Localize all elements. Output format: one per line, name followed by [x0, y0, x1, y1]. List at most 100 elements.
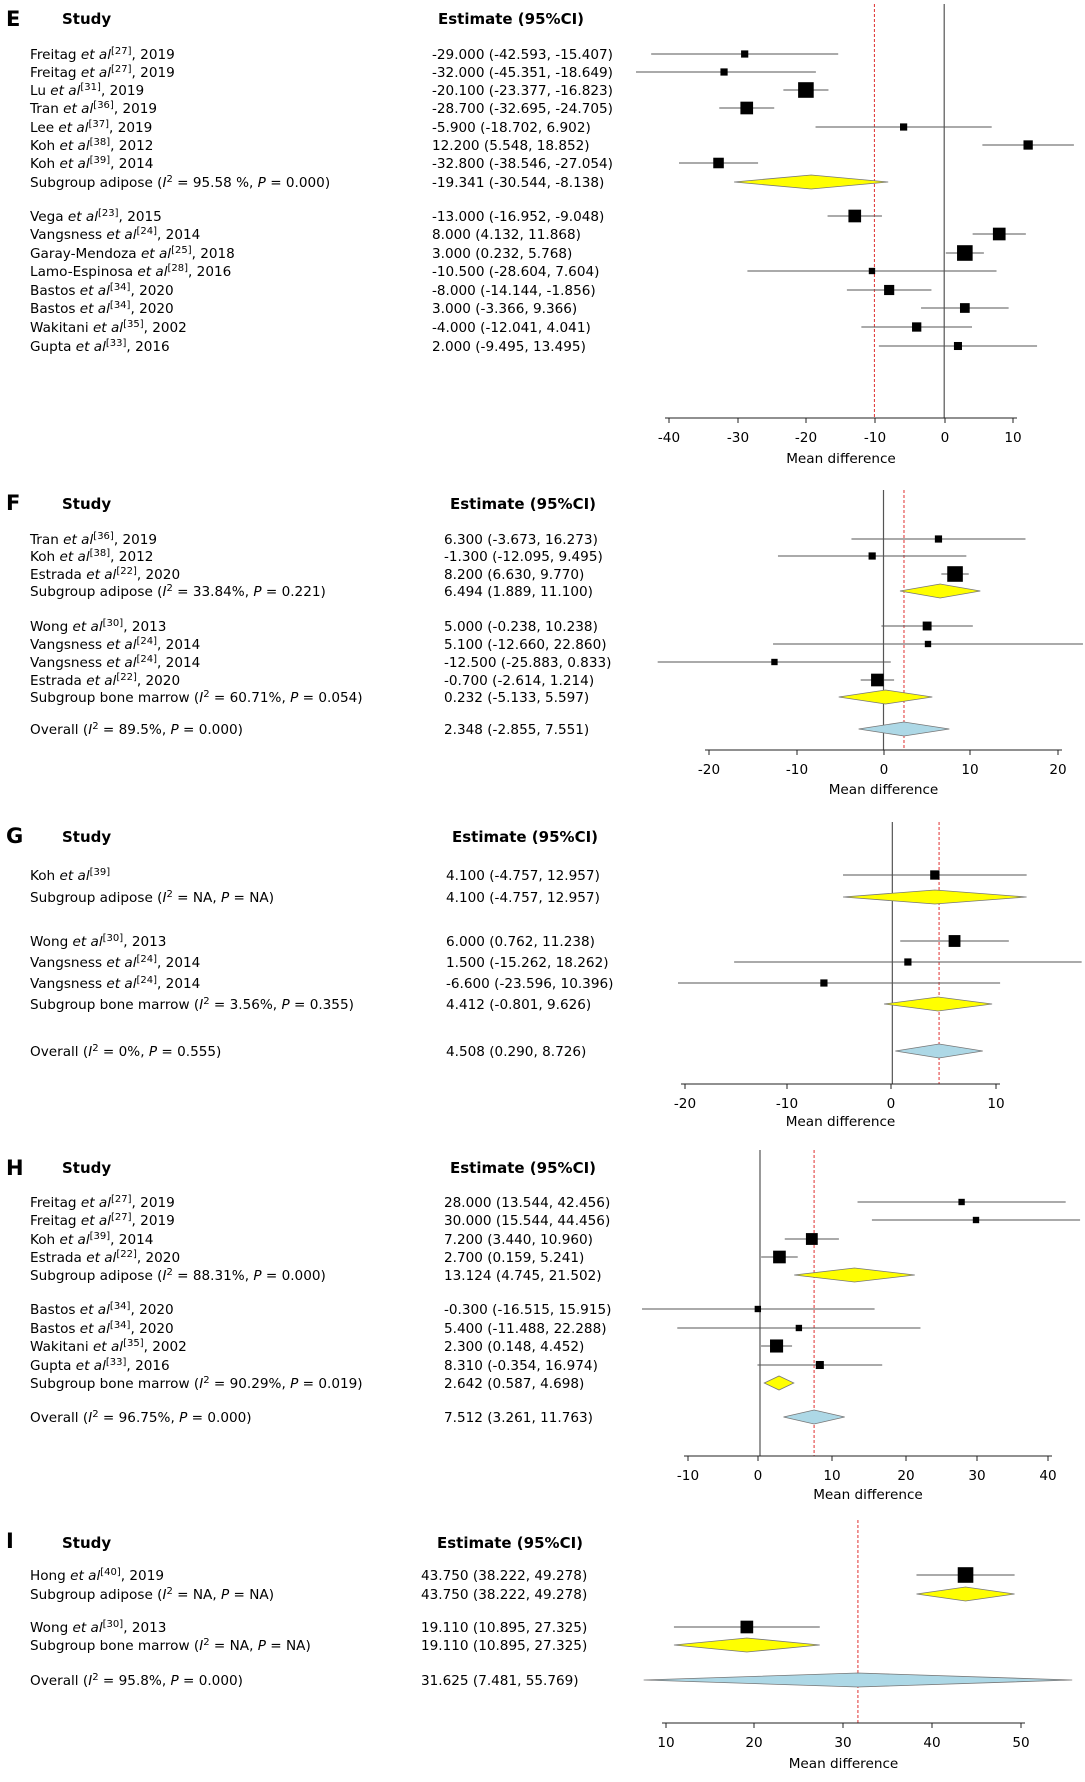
estimate-column-header: Estimate (95%CI) — [452, 828, 598, 846]
x-axis-title: Mean difference — [786, 1114, 896, 1130]
row-label: Vangsness et al[24], 2014 — [30, 636, 200, 654]
study-effect-marker — [771, 658, 778, 666]
study-effect-marker — [924, 640, 932, 648]
study-effect-marker — [795, 1324, 803, 1332]
x-tick-label: 50 — [1012, 1735, 1029, 1751]
row-estimate-ci: -1.300 (-12.095, 9.495) — [444, 549, 603, 565]
study-row: Wakitani et al[35], 2002 2.300 (0.148, 4.… — [30, 1338, 793, 1355]
x-tick-label: 0 — [887, 1096, 896, 1112]
row-estimate-ci: -10.500 (-28.604, 7.604) — [432, 264, 599, 280]
row-estimate-ci: 0.232 (-5.133, 5.597) — [444, 690, 589, 706]
study-effect-marker — [959, 303, 970, 313]
study-row: Vangsness et al[24], 2014 5.100 (-12.660,… — [30, 636, 1083, 654]
study-effect-marker — [740, 1620, 754, 1634]
row-label: Subgroup bone marrow (I2 = 3.56%, P = 0.… — [30, 996, 354, 1014]
panel-letter: I — [6, 1529, 14, 1553]
study-effect-marker — [957, 1567, 974, 1583]
study-row: Freitag et al[27], 2019 -29.000 (-42.593,… — [30, 46, 839, 63]
row-estimate-ci: 8.000 (4.132, 11.868) — [432, 227, 581, 243]
x-axis-title: Mean difference — [786, 451, 896, 467]
row-label: Wong et al[30], 2013 — [30, 618, 166, 636]
row-label: Koh et al[39], 2014 — [30, 1231, 153, 1249]
study-row: Vangsness et al[24], 2014 8.000 (4.132, 1… — [30, 226, 1026, 243]
x-tick-label: 30 — [834, 1735, 851, 1751]
row-label: Estrada et al[22], 2020 — [30, 1249, 180, 1267]
study-column-header: Study — [62, 10, 111, 28]
forest-panel-i: I Study Estimate (95%CI) Hong et al[40], 20… — [6, 1520, 1073, 1772]
row-estimate-ci: -28.700 (-32.695, -24.705) — [432, 101, 613, 117]
study-row: Tran et al[36], 2019 -28.700 (-32.695, -2… — [29, 100, 775, 118]
row-estimate-ci: 6.494 (1.889, 11.100) — [444, 584, 593, 600]
study-effect-marker — [770, 1339, 784, 1353]
row-estimate-ci: 4.100 (-4.757, 12.957) — [446, 890, 600, 906]
x-tick-label: 20 — [897, 1468, 914, 1484]
study-row: Koh et al[38], 2012 12.200 (5.548, 18.852… — [30, 137, 1074, 155]
x-tick-label: 10 — [657, 1735, 674, 1751]
estimate-column-header: Estimate (95%CI) — [437, 1534, 583, 1552]
x-tick-label: 10 — [961, 762, 978, 778]
study-effect-marker — [868, 267, 876, 275]
estimate-column-header: Estimate (95%CI) — [450, 1159, 596, 1177]
study-row: Gupta et al[33], 2016 2.000 (-9.495, 13.4… — [30, 338, 1038, 355]
row-estimate-ci: 2.300 (0.148, 4.452) — [444, 1339, 584, 1355]
study-row: Koh et al[39], 2014 -32.800 (-38.546, -27… — [30, 155, 759, 172]
study-effect-marker — [820, 979, 828, 987]
study-row: Gupta et al[33], 2016 8.310 (-0.354, 16.9… — [30, 1357, 883, 1374]
x-tick-label: 0 — [880, 762, 889, 778]
study-effect-marker — [773, 1250, 786, 1264]
x-tick-label: 20 — [1049, 762, 1066, 778]
subgroup-diamond — [734, 174, 889, 190]
study-row: Wong et al[30], 2013 19.110 (10.895, 27.3… — [30, 1619, 820, 1636]
study-effect-marker — [948, 935, 961, 947]
row-estimate-ci: 8.200 (6.630, 9.770) — [444, 567, 584, 583]
row-estimate-ci: -0.700 (-2.614, 1.214) — [444, 673, 594, 689]
study-effect-marker — [992, 227, 1006, 241]
x-tick-label: 10 — [1004, 430, 1021, 446]
row-label: Tran et al[36], 2019 — [29, 531, 157, 549]
panel-letter: F — [6, 491, 20, 515]
subgroup-row: Subgroup bone marrow (I2 = 60.71%, P = 0… — [30, 689, 933, 706]
subgroup-row: Subgroup bone marrow (I2 = 90.29%, P = 0… — [30, 1375, 795, 1393]
row-estimate-ci: 2.348 (-2.855, 7.551) — [444, 722, 589, 738]
x-tick-label: 30 — [968, 1468, 985, 1484]
study-effect-marker — [740, 101, 754, 115]
row-estimate-ci: -6.600 (-23.596, 10.396) — [446, 976, 613, 992]
study-effect-marker — [930, 870, 940, 880]
row-label: Subgroup bone marrow (I2 = 90.29%, P = 0… — [30, 1375, 363, 1393]
study-row: Wong et al[30], 2013 6.000 (0.762, 11.238… — [30, 933, 1009, 950]
study-effect-marker — [912, 322, 922, 332]
overall-diamond — [858, 721, 950, 737]
row-estimate-ci: 13.124 (4.745, 21.502) — [444, 1268, 602, 1284]
study-effect-marker — [934, 535, 943, 543]
study-row: Bastos et al[34], 2020 -8.000 (-14.144, -… — [30, 282, 932, 299]
study-column-header: Study — [62, 1534, 111, 1552]
row-label: Koh et al[38], 2012 — [30, 137, 153, 155]
subgroup-row: Subgroup adipose (I2 = NA, P = NA) 43.750… — [30, 1586, 1015, 1603]
study-effect-marker — [848, 209, 862, 223]
study-column-header: Study — [62, 828, 111, 846]
row-estimate-ci: 8.310 (-0.354, 16.974) — [444, 1358, 598, 1374]
subgroup-diamond — [763, 1375, 795, 1391]
row-estimate-ci: -13.000 (-16.952, -9.048) — [432, 209, 604, 225]
row-estimate-ci: -19.341 (-30.544, -8.138) — [432, 175, 604, 191]
overall-row: Overall (I2 = 0%, P = 0.555) 4.508 (0.290… — [30, 1043, 983, 1060]
study-row: Bastos et al[34], 2020 -0.300 (-16.515, 1… — [30, 1301, 875, 1318]
row-estimate-ci: 3.000 (-3.366, 9.366) — [432, 301, 577, 317]
row-label: Subgroup adipose (I2 = 33.84%, P = 0.221… — [30, 583, 326, 601]
overall-diamond — [643, 1672, 1073, 1688]
subgroup-row: Subgroup adipose (I2 = 88.31%, P = 0.000… — [30, 1267, 915, 1285]
row-label: Tran et al[36], 2019 — [29, 100, 157, 118]
subgroup-diamond — [916, 1586, 1015, 1602]
x-tick-label: 40 — [923, 1735, 940, 1751]
row-label: Subgroup adipose (I2 = 88.31%, P = 0.000… — [30, 1267, 326, 1285]
forest-panel-f: F Study Estimate (95%CI) Tran et al[36], 20… — [6, 490, 1083, 798]
study-row: Lamo-Espinosa et al[28], 2016 -10.500 (-2… — [30, 263, 997, 280]
panel-letter: H — [6, 1156, 24, 1180]
row-estimate-ci: -29.000 (-42.593, -15.407) — [432, 47, 613, 63]
study-effect-marker — [953, 341, 962, 351]
row-estimate-ci: 7.512 (3.261, 11.763) — [444, 1410, 593, 1426]
row-estimate-ci: 12.200 (5.548, 18.852) — [432, 138, 590, 154]
subgroup-row: Subgroup adipose (I2 = 95.58 %, P = 0.00… — [30, 174, 889, 191]
row-estimate-ci: 2.700 (0.159, 5.241) — [444, 1250, 584, 1266]
study-effect-marker — [754, 1305, 762, 1313]
